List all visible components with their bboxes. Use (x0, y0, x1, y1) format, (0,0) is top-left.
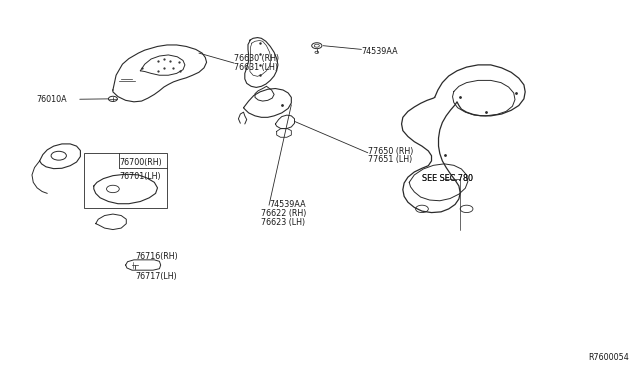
Text: 76010A: 76010A (36, 95, 67, 104)
Text: SEE SEC.780: SEE SEC.780 (422, 174, 473, 183)
Text: 76717(LH): 76717(LH) (135, 272, 177, 280)
Text: SEE SEC.780: SEE SEC.780 (422, 174, 473, 183)
Bar (84, 153, 167, 208)
Text: 74539AA: 74539AA (269, 200, 306, 209)
Text: 76623 (LH): 76623 (LH) (261, 218, 305, 227)
Text: 76630 (RH): 76630 (RH) (234, 54, 279, 63)
Text: 76622 (RH): 76622 (RH) (261, 209, 307, 218)
Text: 76716(RH): 76716(RH) (135, 252, 178, 261)
Text: 76700(RH): 76700(RH) (119, 158, 162, 167)
Text: 76631 (LH): 76631 (LH) (234, 63, 278, 72)
Text: R7600054: R7600054 (588, 353, 629, 362)
Text: 77650 (RH): 77650 (RH) (368, 147, 413, 156)
Text: 76701(LH): 76701(LH) (119, 172, 161, 181)
Text: 77651 (LH): 77651 (LH) (368, 155, 412, 164)
Text: 74539AA: 74539AA (362, 47, 398, 56)
